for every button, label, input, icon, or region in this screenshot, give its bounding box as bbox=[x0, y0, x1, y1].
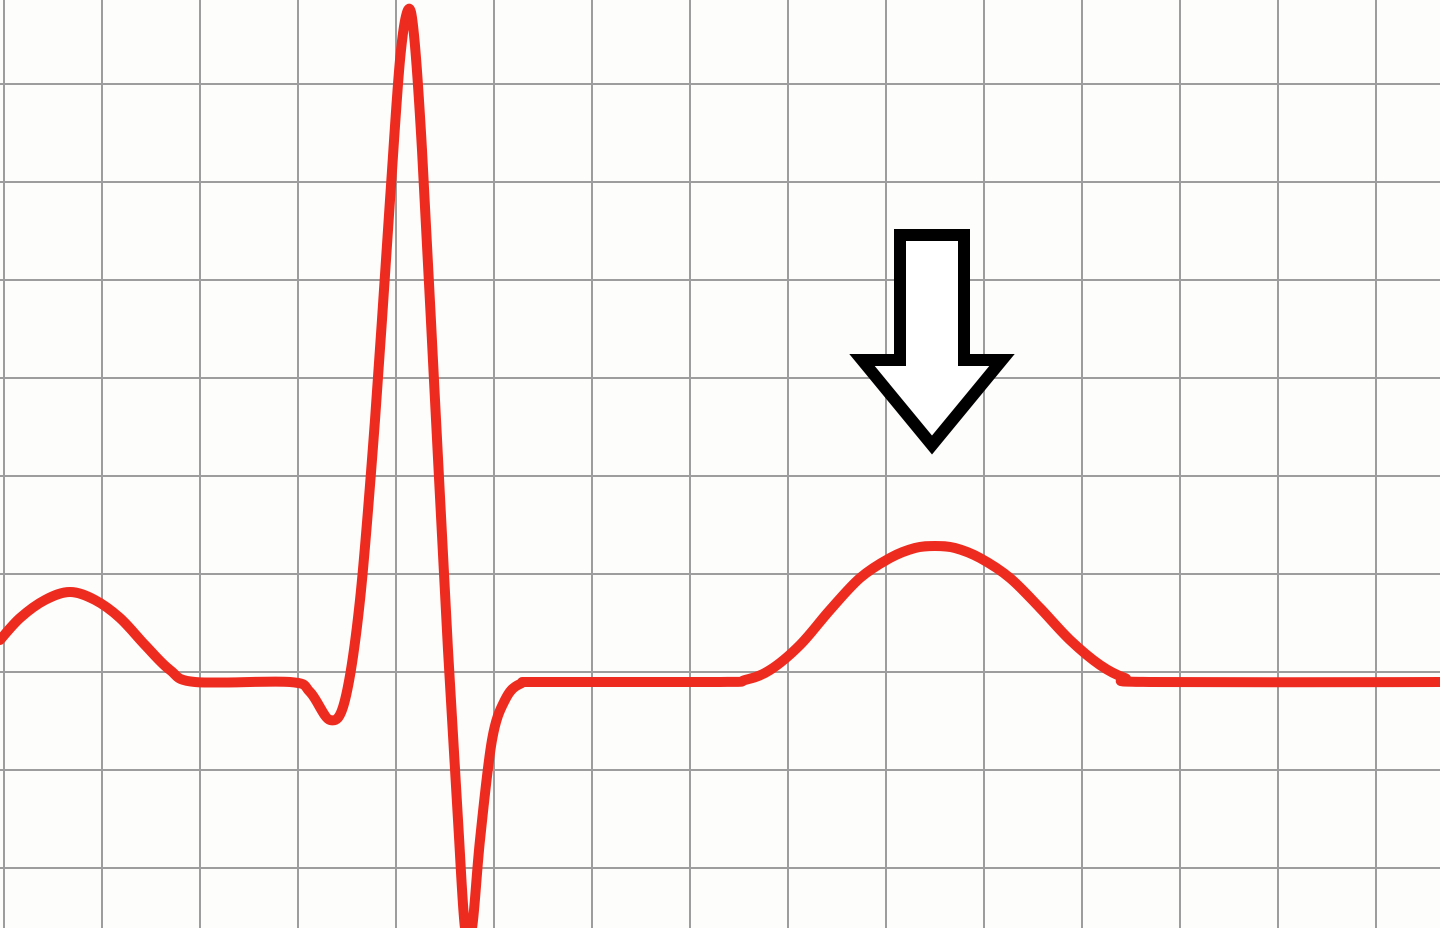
background bbox=[0, 0, 1440, 928]
ecg-diagram bbox=[0, 0, 1440, 928]
